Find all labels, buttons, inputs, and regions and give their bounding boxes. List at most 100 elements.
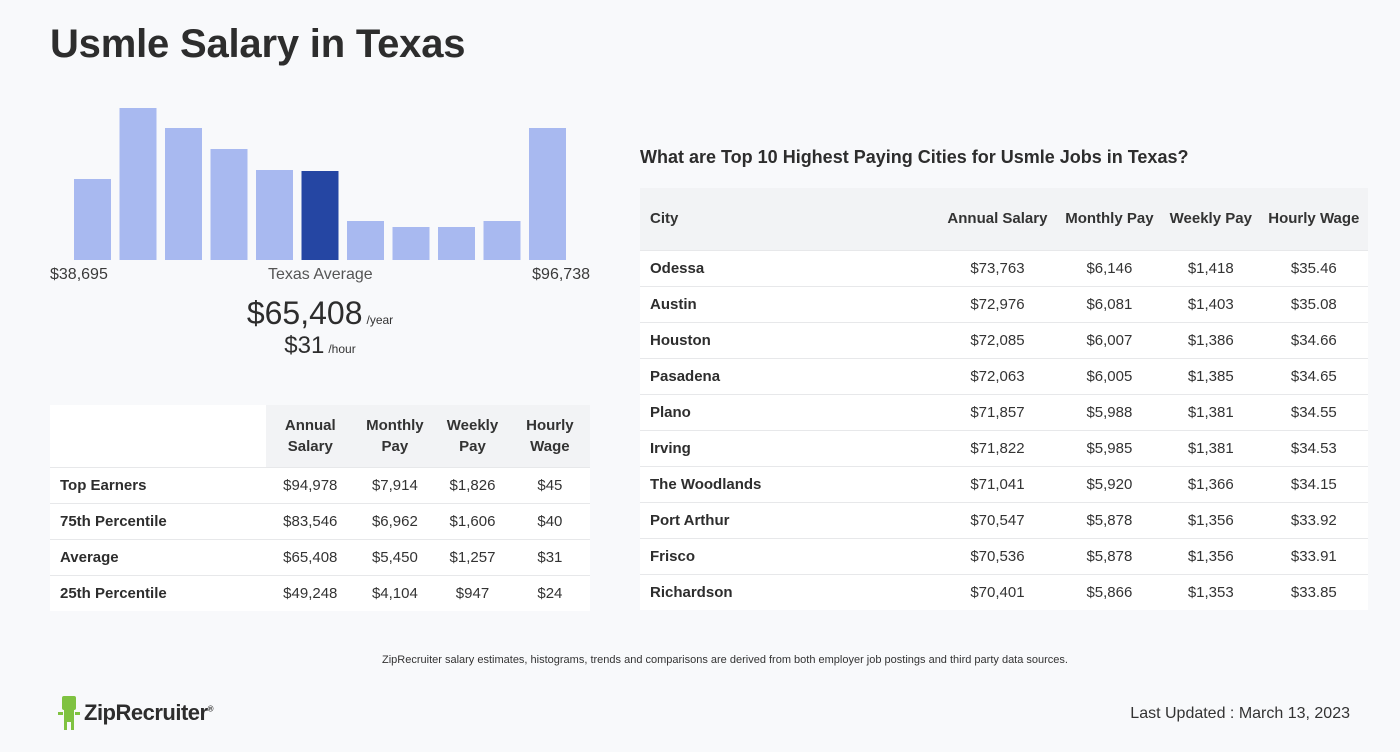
table-cell: $45 bbox=[509, 466, 590, 503]
histogram-bar bbox=[210, 149, 248, 260]
table-cell: $40 bbox=[509, 502, 590, 539]
annual-amount: $65,408 bbox=[246, 295, 363, 331]
city-name: Plano bbox=[640, 393, 938, 430]
city-name: Frisco bbox=[640, 537, 938, 574]
table-cell: $34.66 bbox=[1259, 321, 1368, 358]
city-name: Pasadena bbox=[640, 357, 938, 394]
header-annual-salary: Annual Salary bbox=[266, 405, 355, 467]
table-cell: $33.92 bbox=[1259, 501, 1368, 538]
histogram-bar bbox=[529, 128, 566, 260]
table-cell: $70,401 bbox=[938, 573, 1057, 610]
table-cell: $72,976 bbox=[938, 285, 1057, 322]
header-hourly-wage: Hourly Wage bbox=[509, 405, 590, 467]
table-cell: $947 bbox=[435, 574, 510, 611]
row-label: 25th Percentile bbox=[50, 574, 266, 611]
table-cell: $94,978 bbox=[266, 466, 355, 503]
table-row: Port Arthur $70,547 $5,878 $1,356 $33.92 bbox=[640, 501, 1368, 538]
table-cell: $5,450 bbox=[354, 538, 436, 575]
table-cell: $71,822 bbox=[938, 429, 1057, 466]
histogram-bar bbox=[256, 170, 293, 260]
histogram-bar bbox=[438, 227, 475, 260]
table-cell: $1,403 bbox=[1161, 285, 1260, 322]
header-monthly-pay: Monthly Pay bbox=[1056, 188, 1162, 250]
table-row: Odessa $73,763 $6,146 $1,418 $35.46 bbox=[640, 249, 1368, 286]
table-cell: $35.08 bbox=[1259, 285, 1368, 322]
cities-table-header: City Annual Salary Monthly Pay Weekly Pa… bbox=[640, 188, 1368, 250]
table-cell: $1,418 bbox=[1161, 249, 1260, 286]
percentile-table-header: Annual Salary Monthly Pay Weekly Pay Hou… bbox=[50, 405, 590, 467]
table-cell: $1,381 bbox=[1161, 429, 1260, 466]
table-cell: $35.46 bbox=[1259, 249, 1368, 286]
table-row: Irving $71,822 $5,985 $1,381 $34.53 bbox=[640, 429, 1368, 466]
table-cell: $6,007 bbox=[1056, 321, 1162, 358]
logo-registered-mark: ® bbox=[207, 704, 214, 714]
table-cell: $5,866 bbox=[1056, 573, 1162, 610]
table-cell: $72,063 bbox=[938, 357, 1057, 394]
city-name: Irving bbox=[640, 429, 938, 466]
table-cell: $24 bbox=[509, 574, 590, 611]
row-label: 75th Percentile bbox=[50, 502, 266, 539]
histogram-bar-average bbox=[301, 171, 339, 260]
table-cell: $1,356 bbox=[1161, 501, 1260, 538]
histogram-bar bbox=[392, 227, 430, 260]
histogram-bar bbox=[347, 221, 384, 260]
table-row: Top Earners $94,978 $7,914 $1,826 $45 bbox=[50, 466, 590, 503]
table-cell: $1,385 bbox=[1161, 357, 1260, 394]
table-row: Richardson $70,401 $5,866 $1,353 $33.85 bbox=[640, 573, 1368, 610]
city-name: Odessa bbox=[640, 249, 938, 286]
city-name: The Woodlands bbox=[640, 465, 938, 502]
header-city: City bbox=[640, 188, 938, 250]
cities-table: City Annual Salary Monthly Pay Weekly Pa… bbox=[640, 188, 1368, 610]
table-row: Austin $72,976 $6,081 $1,403 $35.08 bbox=[640, 285, 1368, 322]
table-cell: $71,857 bbox=[938, 393, 1057, 430]
histogram-max-label: $96,738 bbox=[532, 266, 590, 283]
header-weekly-pay: Weekly Pay bbox=[435, 405, 510, 467]
table-cell: $5,920 bbox=[1056, 465, 1162, 502]
logo-text: ZipRecruiter bbox=[84, 700, 208, 725]
table-row: 25th Percentile $49,248 $4,104 $947 $24 bbox=[50, 574, 590, 611]
table-cell: $65,408 bbox=[266, 538, 355, 575]
header-annual-salary: Annual Salary bbox=[938, 188, 1057, 250]
table-cell: $70,536 bbox=[938, 537, 1057, 574]
table-cell: $5,878 bbox=[1056, 501, 1162, 538]
annual-unit: /year bbox=[366, 313, 394, 327]
table-cell: $6,146 bbox=[1056, 249, 1162, 286]
row-label: Average bbox=[50, 538, 266, 575]
table-cell: $7,914 bbox=[354, 466, 436, 503]
page-title: Usmle Salary in Texas bbox=[50, 22, 466, 66]
table-cell: $34.15 bbox=[1259, 465, 1368, 502]
table-row: The Woodlands $71,041 $5,920 $1,366 $34.15 bbox=[640, 465, 1368, 502]
histogram-chart bbox=[74, 108, 566, 260]
table-cell: $1,606 bbox=[435, 502, 510, 539]
table-cell: $1,381 bbox=[1161, 393, 1260, 430]
table-row: Pasadena $72,063 $6,005 $1,385 $34.65 bbox=[640, 357, 1368, 394]
table-row: Average $65,408 $5,450 $1,257 $31 bbox=[50, 538, 590, 575]
table-cell: $6,962 bbox=[354, 502, 436, 539]
city-name: Austin bbox=[640, 285, 938, 322]
table-cell: $34.53 bbox=[1259, 429, 1368, 466]
table-cell: $5,878 bbox=[1056, 537, 1162, 574]
table-cell: $6,081 bbox=[1056, 285, 1162, 322]
table-row: Houston $72,085 $6,007 $1,386 $34.66 bbox=[640, 321, 1368, 358]
annual-average-salary: $65,408/year bbox=[0, 295, 640, 332]
percentile-table: Annual Salary Monthly Pay Weekly Pay Hou… bbox=[50, 405, 590, 611]
table-cell: $72,085 bbox=[938, 321, 1057, 358]
last-updated: Last Updated : March 13, 2023 bbox=[1130, 705, 1350, 722]
city-name: Houston bbox=[640, 321, 938, 358]
table-cell: $4,104 bbox=[354, 574, 436, 611]
table-cell: $31 bbox=[509, 538, 590, 575]
table-cell: $33.91 bbox=[1259, 537, 1368, 574]
table-cell: $34.65 bbox=[1259, 357, 1368, 394]
ziprecruiter-logo[interactable]: ZipRecruiter® bbox=[58, 696, 214, 730]
salary-histogram bbox=[50, 100, 590, 260]
table-row: Plano $71,857 $5,988 $1,381 $34.55 bbox=[640, 393, 1368, 430]
header-monthly-pay: Monthly Pay bbox=[354, 405, 436, 467]
table-cell: $1,356 bbox=[1161, 537, 1260, 574]
table-cell: $6,005 bbox=[1056, 357, 1162, 394]
data-disclaimer: ZipRecruiter salary estimates, histogram… bbox=[382, 654, 1068, 666]
ziprecruiter-mascot-icon bbox=[58, 696, 80, 730]
header-hourly-wage: Hourly Wage bbox=[1259, 188, 1368, 250]
histogram-bar bbox=[119, 108, 157, 260]
table-cell: $1,366 bbox=[1161, 465, 1260, 502]
histogram-bar bbox=[165, 128, 202, 260]
